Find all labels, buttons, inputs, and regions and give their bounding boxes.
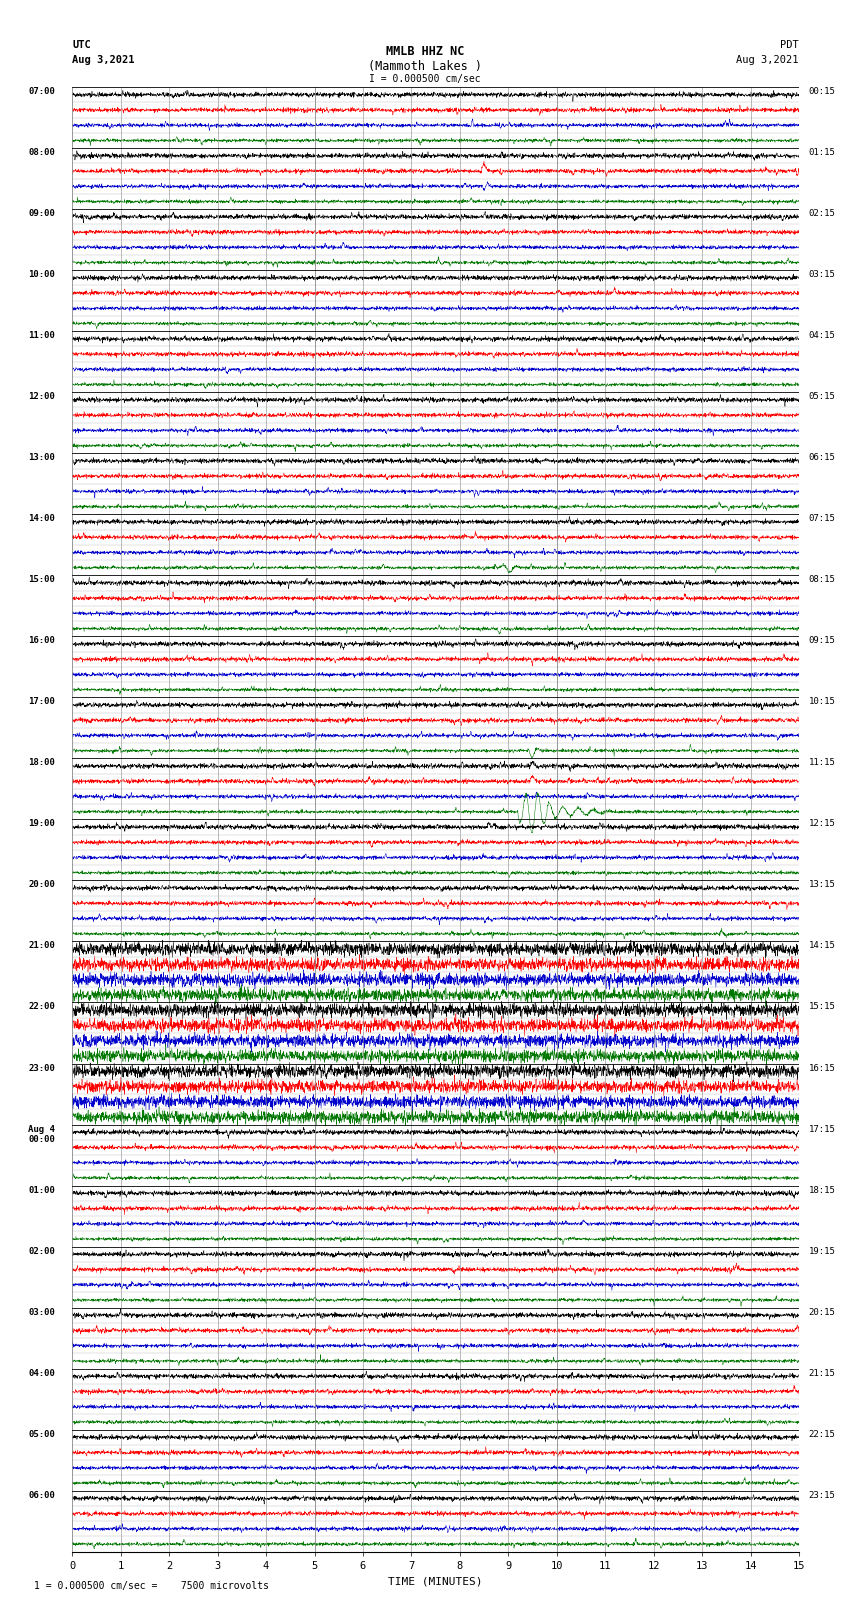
Text: 07:15: 07:15 — [808, 515, 836, 523]
Text: 01:00: 01:00 — [28, 1186, 55, 1195]
Text: 20:00: 20:00 — [28, 881, 55, 889]
Text: 19:00: 19:00 — [28, 819, 55, 829]
Text: 12:15: 12:15 — [808, 819, 836, 829]
Text: Aug 3,2021: Aug 3,2021 — [72, 55, 135, 65]
Text: 06:15: 06:15 — [808, 453, 836, 463]
Text: 06:00: 06:00 — [28, 1490, 55, 1500]
Text: 19:15: 19:15 — [808, 1247, 836, 1255]
Text: I = 0.000500 cm/sec: I = 0.000500 cm/sec — [369, 74, 481, 84]
Text: Aug 3,2021: Aug 3,2021 — [736, 55, 799, 65]
Text: 15:15: 15:15 — [808, 1003, 836, 1011]
Text: 23:15: 23:15 — [808, 1490, 836, 1500]
Text: 18:15: 18:15 — [808, 1186, 836, 1195]
Text: Aug 4
00:00: Aug 4 00:00 — [28, 1124, 55, 1144]
Text: 09:00: 09:00 — [28, 210, 55, 218]
Text: 02:00: 02:00 — [28, 1247, 55, 1255]
Text: 08:00: 08:00 — [28, 148, 55, 156]
Text: 20:15: 20:15 — [808, 1308, 836, 1316]
Text: 07:00: 07:00 — [28, 87, 55, 97]
Text: 10:15: 10:15 — [808, 697, 836, 706]
Text: 14:15: 14:15 — [808, 942, 836, 950]
Text: 12:00: 12:00 — [28, 392, 55, 402]
Text: 22:15: 22:15 — [808, 1429, 836, 1439]
Text: 17:00: 17:00 — [28, 697, 55, 706]
Text: PDT: PDT — [780, 40, 799, 50]
Text: 05:00: 05:00 — [28, 1429, 55, 1439]
Text: 08:15: 08:15 — [808, 576, 836, 584]
Text: 1 = 0.000500 cm/sec =    7500 microvolts: 1 = 0.000500 cm/sec = 7500 microvolts — [34, 1581, 269, 1590]
Text: 17:15: 17:15 — [808, 1124, 836, 1134]
Text: 13:00: 13:00 — [28, 453, 55, 463]
Text: 22:00: 22:00 — [28, 1003, 55, 1011]
Text: (Mammoth Lakes ): (Mammoth Lakes ) — [368, 60, 482, 73]
Text: 23:00: 23:00 — [28, 1063, 55, 1073]
Text: 02:15: 02:15 — [808, 210, 836, 218]
Text: 03:00: 03:00 — [28, 1308, 55, 1316]
Text: 01:15: 01:15 — [808, 148, 836, 156]
Text: 18:00: 18:00 — [28, 758, 55, 768]
Text: 16:00: 16:00 — [28, 637, 55, 645]
Text: 11:00: 11:00 — [28, 331, 55, 340]
Text: 00:15: 00:15 — [808, 87, 836, 97]
Text: 03:15: 03:15 — [808, 271, 836, 279]
Text: 04:00: 04:00 — [28, 1368, 55, 1378]
Text: 14:00: 14:00 — [28, 515, 55, 523]
Text: UTC: UTC — [72, 40, 91, 50]
Text: 15:00: 15:00 — [28, 576, 55, 584]
Text: MMLB HHZ NC: MMLB HHZ NC — [386, 45, 464, 58]
Text: 05:15: 05:15 — [808, 392, 836, 402]
Text: 04:15: 04:15 — [808, 331, 836, 340]
Text: 10:00: 10:00 — [28, 271, 55, 279]
Text: 21:15: 21:15 — [808, 1368, 836, 1378]
Text: 16:15: 16:15 — [808, 1063, 836, 1073]
X-axis label: TIME (MINUTES): TIME (MINUTES) — [388, 1576, 483, 1586]
Text: 21:00: 21:00 — [28, 942, 55, 950]
Text: 11:15: 11:15 — [808, 758, 836, 768]
Text: 13:15: 13:15 — [808, 881, 836, 889]
Text: 09:15: 09:15 — [808, 637, 836, 645]
